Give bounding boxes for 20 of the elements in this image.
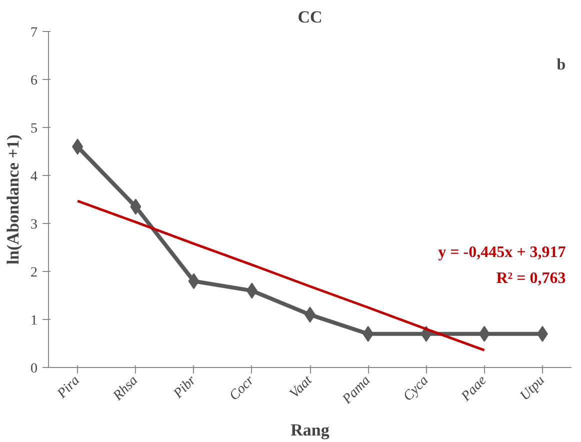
annotation: R² = 0,763 (496, 270, 566, 288)
x-tick-label: Cocr (227, 372, 258, 404)
y-tick-label: 6 (30, 74, 38, 88)
y-tick-label: 4 (30, 170, 38, 184)
y-tick-label: 2 (30, 266, 38, 280)
y-tick-label: 7 (30, 26, 38, 40)
y-tick-label: 5 (30, 122, 38, 136)
x-tick-label: Vaat (287, 372, 316, 402)
x-axis-title: Rang (290, 420, 330, 440)
x-tick-label: Utpu (518, 373, 548, 404)
x-tick-label: Cyca (400, 373, 432, 404)
y-tick-label: 1 (30, 314, 38, 328)
chart-title: CC (298, 8, 322, 26)
annotation: y = -0,445x + 3,917 (438, 244, 566, 261)
annotation: b (556, 56, 566, 74)
y-axis-title: ln(Abondance +1) (4, 134, 22, 265)
y-tick-label: 0 (30, 362, 38, 376)
y-tick-label: 3 (30, 218, 38, 232)
x-tick-label: Pibr (170, 372, 200, 402)
x-tick-label: Pira (54, 373, 83, 402)
